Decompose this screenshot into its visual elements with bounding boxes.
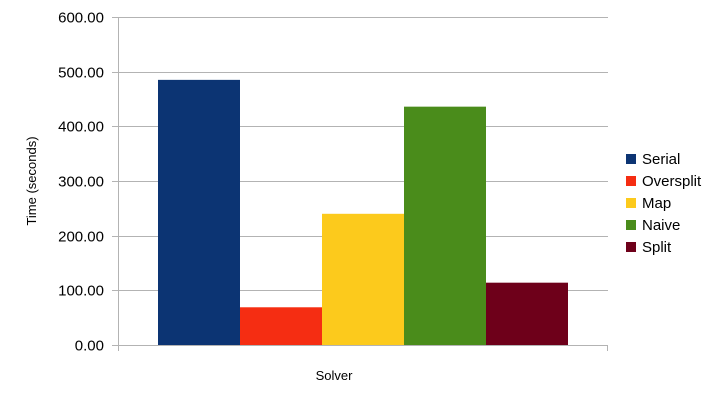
legend-swatch-serial [626,154,636,164]
y-axis-title: Time (seconds) [24,136,39,225]
y-tick-label: 400.00 [58,119,104,136]
axes [118,17,608,351]
y-tick-label: 300.00 [58,174,104,191]
legend-swatch-naive [626,220,636,230]
x-axis-title: Solver [316,368,354,383]
bar-serial [158,79,240,345]
legend-swatch-split [626,242,636,252]
legend-swatch-map [626,198,636,208]
legend-swatch-oversplit [626,176,636,186]
bar-split [486,282,568,345]
legend-label-oversplit: Oversplit [642,173,702,190]
legend-label-map: Map [642,195,671,212]
y-tick-label: 600.00 [58,10,104,27]
y-tick-label: 100.00 [58,283,104,300]
legend-label-serial: Serial [642,151,680,168]
bar-map [322,213,404,345]
legend: Serial Oversplit Map Naive Split [626,151,702,256]
y-tick-label: 0.00 [75,338,104,355]
bar-oversplit [240,307,322,345]
legend-label-split: Split [642,239,672,256]
y-tick-labels: 0.00 100.00 200.00 300.00 400.00 500.00 600.00 [58,10,104,355]
y-tick-label: 200.00 [58,229,104,246]
bar-naive [404,106,486,345]
bars [158,79,568,345]
y-tick-label: 500.00 [58,65,104,82]
legend-label-naive: Naive [642,217,680,234]
